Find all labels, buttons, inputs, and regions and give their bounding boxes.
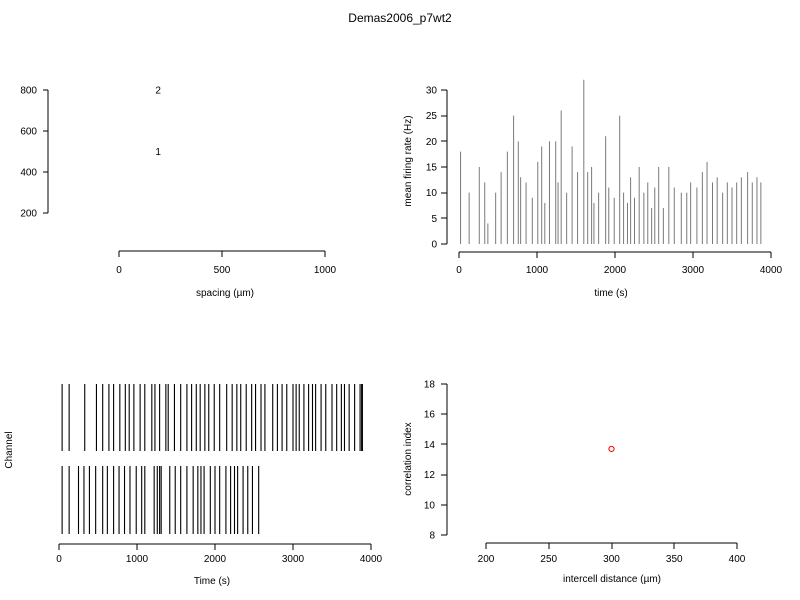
raster-x-tick-label: 0 (56, 554, 62, 565)
rate-y-tick-label: 15 (426, 163, 438, 174)
layout-x-tick-labels: 0 500 1000 (116, 265, 336, 276)
corr-y-label: correlation index (403, 422, 414, 495)
figure-title: Demas2006_p7wt2 (348, 11, 452, 25)
rate-y-label: mean firing rate (Hz) (403, 115, 414, 206)
corr-x-tick-label: 350 (666, 554, 683, 565)
layout-points: 12 (155, 86, 161, 159)
corr-x-tick-labels: 200 250 300 350 400 (478, 554, 746, 565)
corr-x-tick-label: 200 (478, 554, 495, 565)
rate-x-label: time (s) (594, 288, 627, 299)
layout-x-tick-label: 0 (116, 265, 122, 276)
corr-y-tick-label: 12 (424, 470, 436, 481)
raster-x-tick-label: 1000 (126, 554, 149, 565)
raster-x-tick-label: 4000 (360, 554, 383, 565)
panel-correlation-index: 8 10 12 14 16 18 200 250 300 350 400 intercell di… (403, 380, 746, 586)
corr-x-axis (485, 542, 738, 549)
corr-x-tick-label: 400 (729, 554, 746, 565)
corr-x-tick-label: 250 (540, 554, 557, 565)
corr-y-tick-label: 8 (429, 531, 435, 542)
rate-y-tick-label: 20 (426, 137, 438, 148)
rate-y-tick-label: 30 (426, 86, 438, 97)
corr-y-axis (441, 383, 448, 536)
corr-x-label: intercell distance (µm) (563, 574, 661, 585)
rate-y-tick-label: 5 (431, 214, 437, 225)
corr-x-tick-label: 300 (603, 554, 620, 565)
raster-x-tick-label: 2000 (204, 554, 227, 565)
layout-y-axis (43, 89, 49, 214)
layout-y-tick-labels: 200 400 600 800 (20, 86, 37, 220)
corr-y-tick-labels: 8 10 12 14 16 18 (424, 380, 436, 542)
rate-x-tick-label: 4000 (760, 265, 783, 276)
layout-point-label: 1 (155, 147, 161, 158)
rate-x-tick-label: 2000 (604, 265, 627, 276)
layout-x-tick-label: 500 (214, 265, 231, 276)
layout-y-tick-label: 600 (20, 127, 37, 138)
rate-y-tick-labels: 0 5 10 15 20 25 30 (426, 86, 438, 251)
rate-bars (460, 79, 762, 244)
rate-x-axis (458, 251, 772, 258)
corr-points (608, 445, 615, 453)
rate-y-tick-label: 0 (431, 240, 437, 251)
rate-x-tick-label: 3000 (682, 265, 705, 276)
raster-x-tick-label: 3000 (282, 554, 305, 565)
corr-y-tick-label: 16 (424, 410, 436, 421)
layout-y-tick-label: 400 (20, 168, 37, 179)
raster-x-tick-labels: 0 1000 2000 3000 4000 (56, 554, 382, 565)
raster-y-label: Channel (4, 431, 15, 468)
rate-x-tick-label: 0 (456, 265, 462, 276)
corr-y-tick-label: 10 (424, 500, 436, 511)
corr-y-tick-label: 14 (424, 440, 436, 451)
corr-y-tick-label: 18 (424, 380, 436, 391)
layout-y-tick-label: 200 (20, 209, 37, 220)
layout-x-tick-label: 1000 (314, 265, 337, 276)
layout-x-axis (118, 250, 326, 257)
rate-y-tick-label: 10 (426, 188, 438, 199)
rate-x-tick-labels: 0 1000 2000 3000 4000 (456, 265, 782, 276)
raster-x-axis (58, 543, 372, 550)
raster-spikes (61, 384, 363, 534)
rate-y-tick-label: 25 (426, 111, 438, 122)
panel-spike-raster: 0 1000 2000 3000 4000 Time (s) Channel (4, 384, 383, 587)
raster-x-label: Time (s) (194, 576, 230, 587)
layout-y-tick-label: 800 (20, 86, 37, 97)
rate-x-tick-label: 1000 (526, 265, 549, 276)
layout-point-label: 2 (155, 86, 161, 97)
layout-x-label: spacing (µm) (196, 288, 254, 299)
rate-y-axis (441, 89, 448, 245)
corr-point (608, 445, 615, 453)
